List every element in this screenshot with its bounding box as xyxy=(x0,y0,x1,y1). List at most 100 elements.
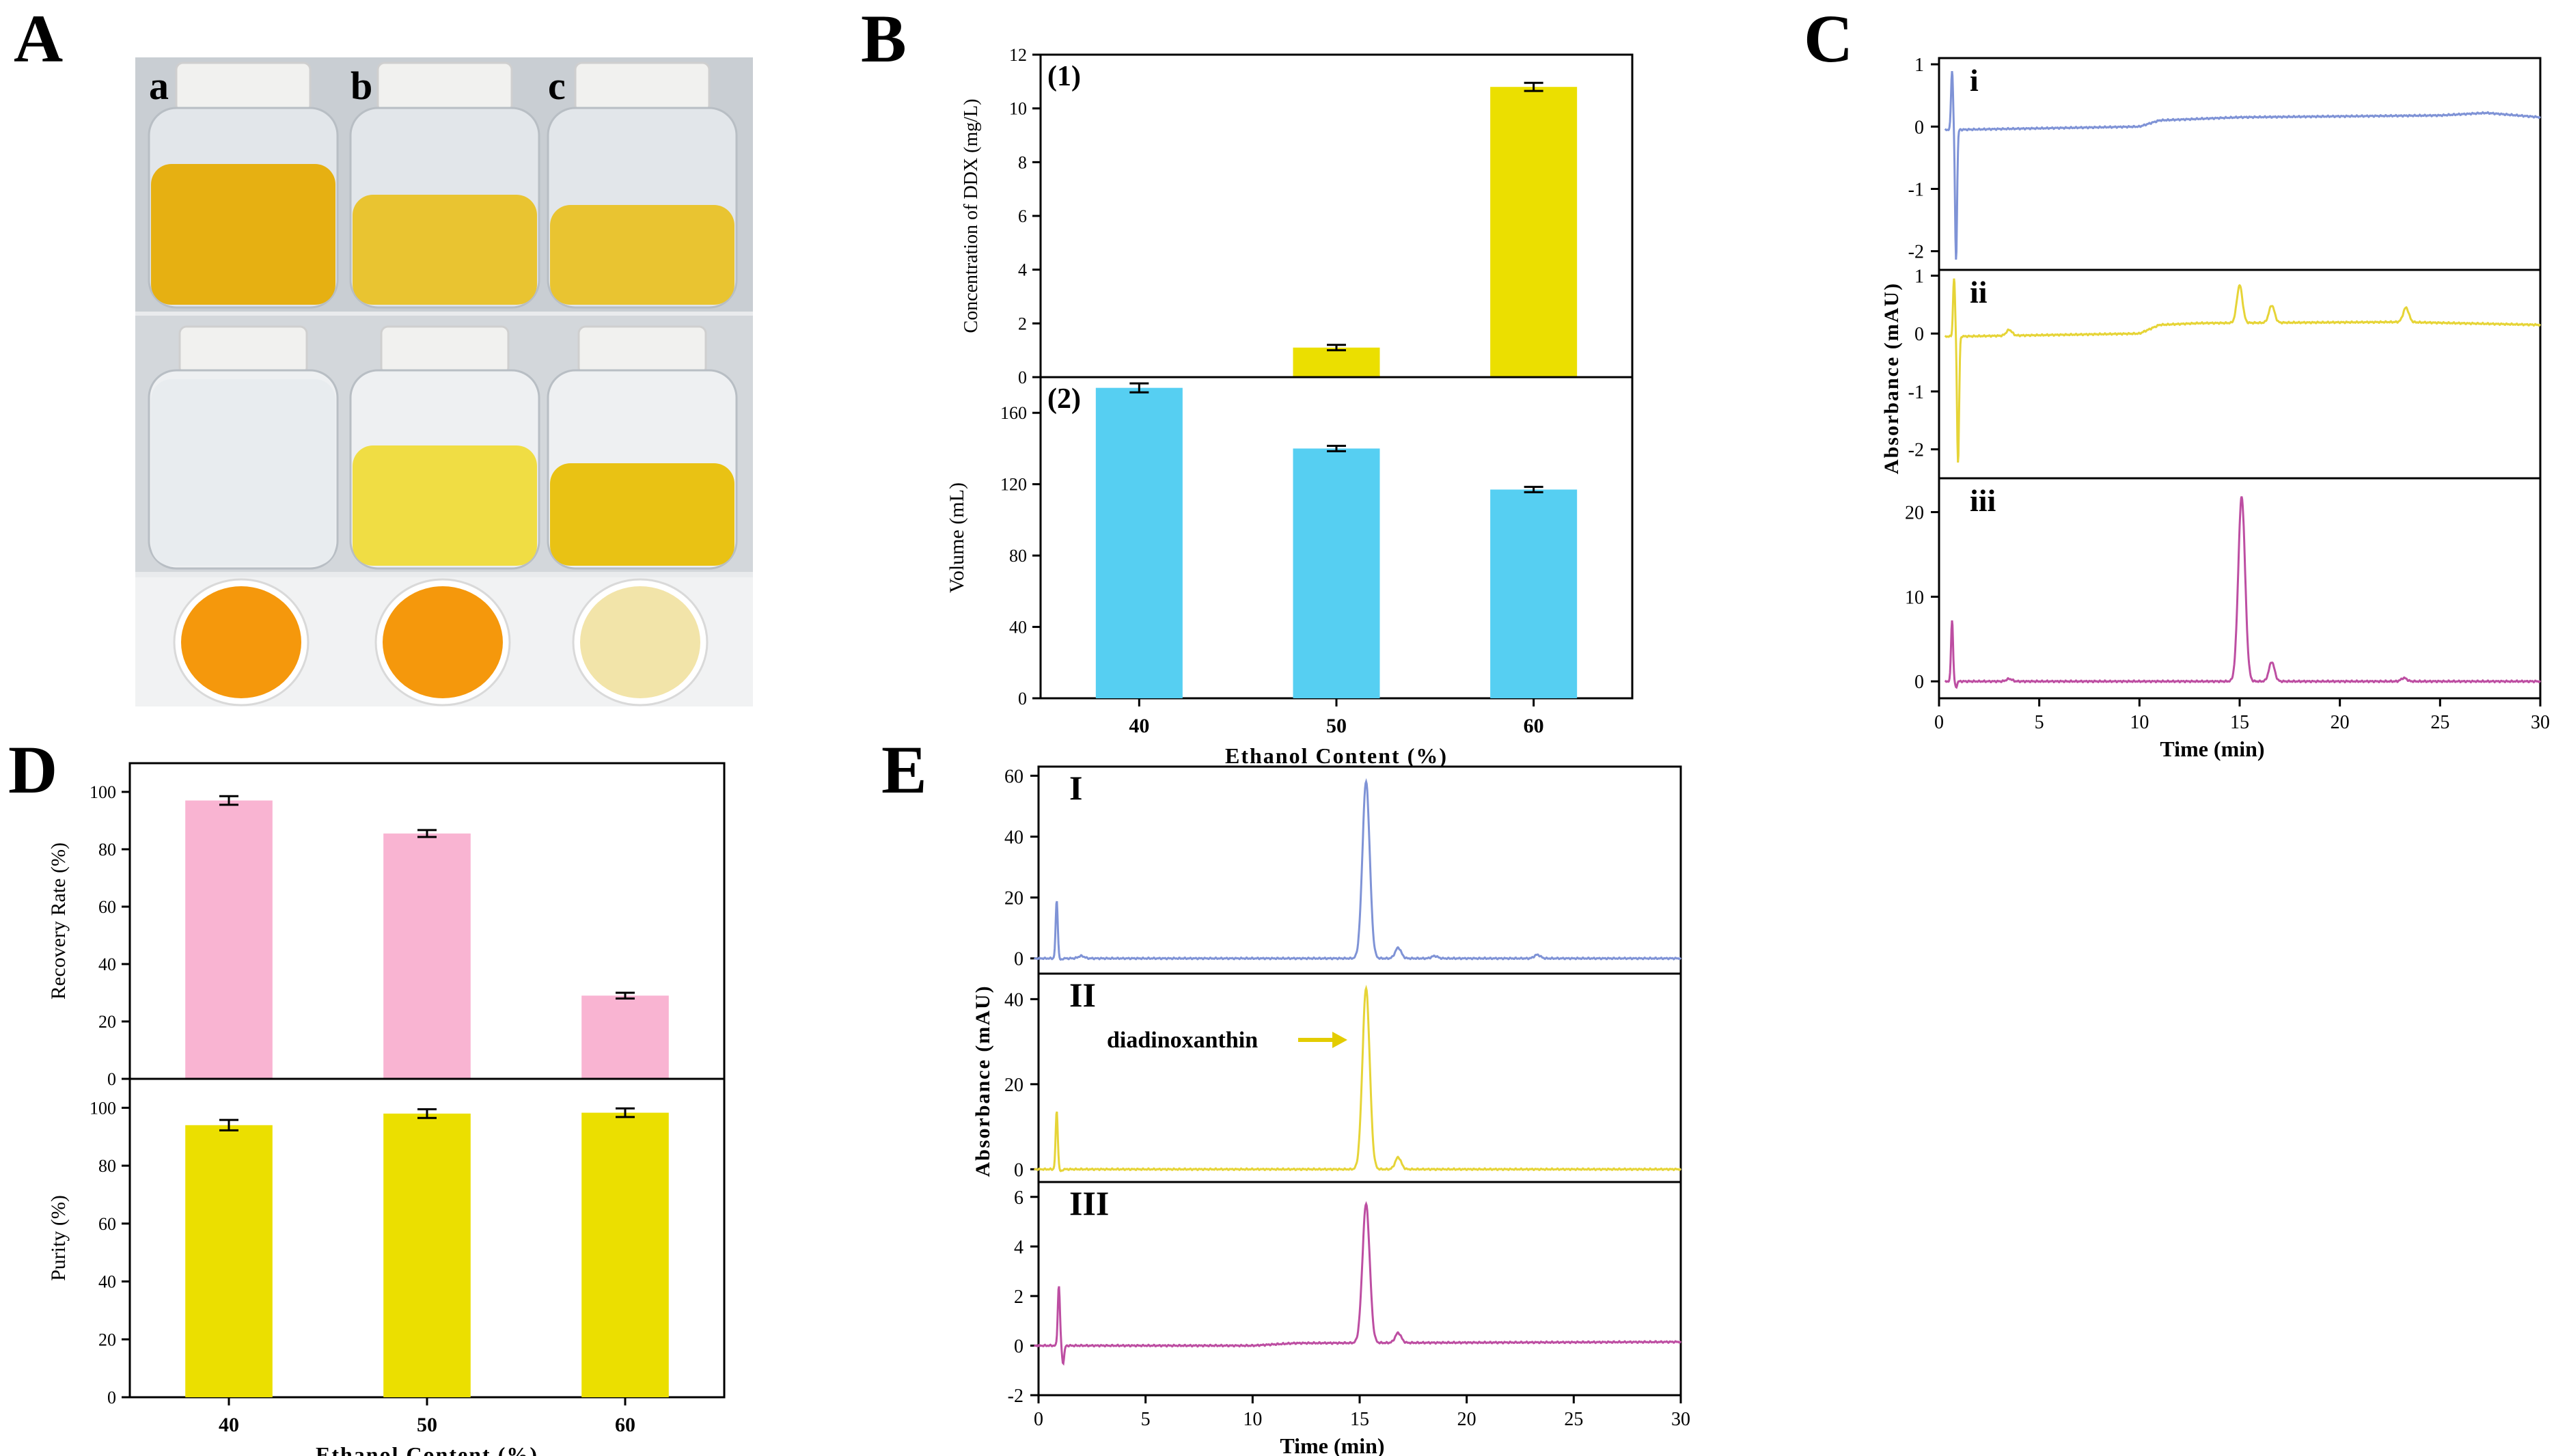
y-tick-label: 2 xyxy=(1014,1287,1023,1308)
y-axis-label: Absorbance (mAU) xyxy=(1880,282,1903,474)
peak-annotation: diadinoxanthin xyxy=(1107,1028,1258,1053)
chart-volume: 40 50 60 0 40 80 120 160 Volume (mL) (2) Ethanol C… xyxy=(946,376,1634,768)
subplot-label: ii xyxy=(1970,275,1988,310)
subplot-frame xyxy=(1938,269,2542,480)
y-tick-label: 20 xyxy=(1905,503,1924,524)
y-axis-label: Purity (%) xyxy=(47,1195,70,1281)
y-tick-label: 80 xyxy=(98,840,116,860)
x-tick-label: 20 xyxy=(2331,712,2350,733)
jar-cap xyxy=(577,325,707,376)
trace-I xyxy=(1033,778,1682,961)
jar-label: c xyxy=(548,64,566,108)
subplot-label: II xyxy=(1069,976,1096,1014)
subplot-label: I xyxy=(1069,769,1082,807)
y-tick-label: 0 xyxy=(1014,949,1023,970)
y-tick-label: 20 xyxy=(1004,1075,1023,1096)
trace-III xyxy=(1033,1200,1682,1366)
panel-letter-B: B xyxy=(861,1,907,77)
y-tick-label: 8 xyxy=(1018,152,1027,172)
y-axis-label: Recovery Rate (%) xyxy=(47,842,70,1000)
y-tick-label: 10 xyxy=(1009,99,1027,119)
bar-60 xyxy=(581,1112,669,1397)
jar-liquid xyxy=(151,164,335,305)
subplot-label: iii xyxy=(1970,483,1996,518)
y-tick-label: -1 xyxy=(1908,382,1924,403)
x-tick-label: 50 xyxy=(1326,715,1347,737)
jar-liquid xyxy=(550,463,734,566)
chart-purity: 40 50 60 0 20 40 60 80 100 Purity (%) Ethanol Cont… xyxy=(47,1077,726,1456)
bar-40 xyxy=(1095,387,1183,698)
filter-residue xyxy=(383,586,503,698)
y-tick-label: 0 xyxy=(107,1069,116,1089)
trace-i xyxy=(1944,70,2542,260)
y-tick-label: 4 xyxy=(1014,1237,1023,1258)
x-tick-label: 30 xyxy=(1671,1409,1690,1430)
y-tick-label: 12 xyxy=(1009,45,1027,65)
y-tick-label: 0 xyxy=(1018,689,1027,709)
trace-II xyxy=(1033,985,1682,1172)
y-axis-label: Volume (mL) xyxy=(946,482,968,593)
jar-photo: a b c xyxy=(135,57,753,706)
bar-50 xyxy=(1293,448,1380,698)
y-tick-label: 6 xyxy=(1014,1187,1023,1209)
y-tick-label: 60 xyxy=(98,897,116,917)
x-tick-label: 0 xyxy=(1934,712,1944,733)
y-tick-label: 40 xyxy=(98,1272,116,1292)
filter-residue xyxy=(181,586,301,698)
y-tick-label: 1 xyxy=(1914,55,1924,76)
y-tick-label: -2 xyxy=(1908,242,1924,263)
y-tick-label: 60 xyxy=(1004,766,1023,787)
x-tick-label: 40 xyxy=(1129,715,1149,737)
subplot-label: III xyxy=(1069,1184,1109,1222)
trace-iii xyxy=(1944,496,2542,689)
trace-ii xyxy=(1944,278,2542,463)
jar-liquid xyxy=(353,445,537,566)
y-tick-label: 0 xyxy=(1914,117,1924,138)
y-tick-label: 40 xyxy=(98,954,116,974)
bar-60 xyxy=(1490,489,1578,698)
chart-hplc-c: -2 -1 0 1 i -2 -1 0 1 ii 0 10 20 iii 0 5 10 15 20 25 30 Time … xyxy=(1880,55,2550,761)
x-axis-label: Time (min) xyxy=(1280,1433,1384,1456)
subplot-frame xyxy=(1037,1181,1682,1397)
x-axis-label: Ethanol Content (%) xyxy=(1225,743,1448,768)
y-axis-label: Absorbance (mAU) xyxy=(972,985,994,1177)
jar-cap xyxy=(574,61,711,113)
bar-50 xyxy=(1293,347,1380,377)
y-tick-label: 100 xyxy=(90,1098,116,1118)
y-tick-label: 0 xyxy=(1018,368,1027,387)
y-tick-label: 0 xyxy=(107,1388,116,1407)
subplot-label: (1) xyxy=(1047,61,1081,92)
y-tick-label: 2 xyxy=(1018,314,1027,333)
x-tick-label: 5 xyxy=(1141,1409,1151,1430)
chart-recovery-rate: 0 20 40 60 80 100 Recovery Rate (%) xyxy=(47,762,726,1089)
x-tick-label: 20 xyxy=(1457,1409,1476,1430)
subplot-frame xyxy=(1037,765,1682,975)
y-tick-label: 0 xyxy=(1914,672,1924,693)
x-tick-label: 60 xyxy=(615,1414,635,1436)
jar-liquid xyxy=(353,195,537,305)
y-tick-label: -2 xyxy=(1908,440,1924,461)
bar-60 xyxy=(1490,87,1578,377)
y-tick-label: 20 xyxy=(1004,888,1023,909)
y-tick-label: 60 xyxy=(98,1214,116,1234)
y-tick-label: 40 xyxy=(1004,827,1023,848)
panel-letter-C: C xyxy=(1804,1,1853,77)
x-tick-label: 50 xyxy=(417,1414,437,1436)
y-tick-label: 0 xyxy=(1014,1336,1023,1357)
x-tick-label: 10 xyxy=(2130,712,2149,733)
y-tick-label: -2 xyxy=(1008,1386,1023,1407)
x-tick-label: 5 xyxy=(2035,712,2044,733)
jar-cap xyxy=(376,61,513,113)
x-tick-label: 25 xyxy=(1564,1409,1583,1430)
y-tick-label: 4 xyxy=(1018,260,1027,280)
y-tick-label: 1 xyxy=(1914,266,1924,287)
x-tick-label: 15 xyxy=(2230,712,2249,733)
bar-50 xyxy=(383,1113,471,1397)
subplot-label: (2) xyxy=(1047,383,1081,415)
bar-40 xyxy=(185,1125,273,1397)
jar-label: a xyxy=(149,64,169,108)
x-tick-label: 0 xyxy=(1034,1409,1043,1430)
chart-hplc-e: 0 20 40 60 I 0 20 40 II -2 0 2 4 6 III 0 5 10 15 20 25 30 Time… xyxy=(972,765,1690,1456)
y-tick-label: 100 xyxy=(90,782,116,802)
